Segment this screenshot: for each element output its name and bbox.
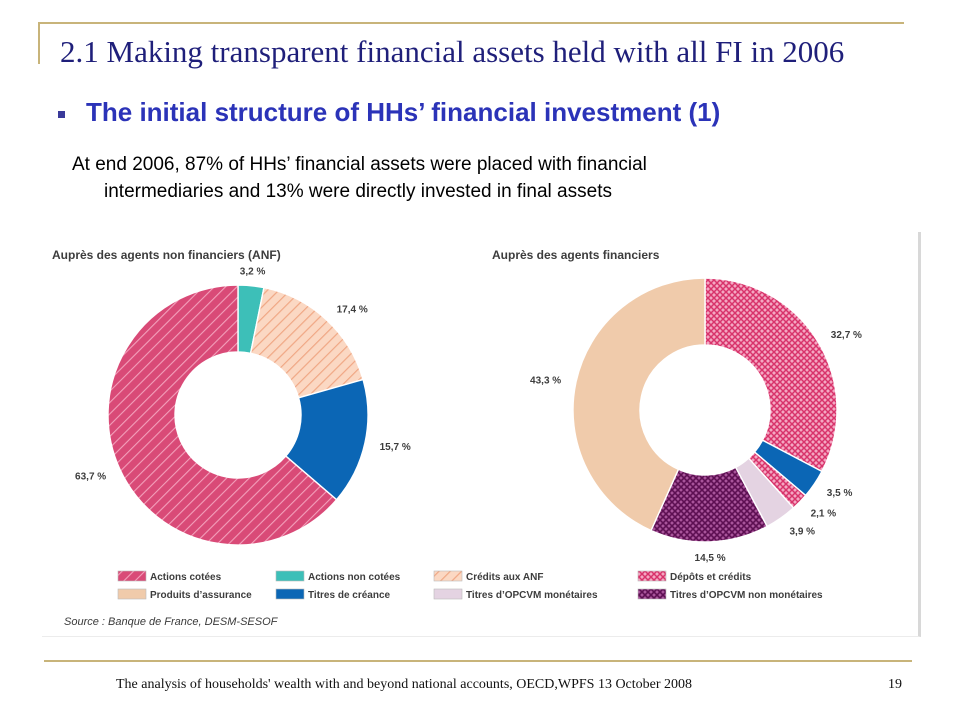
donut-charts-figure: Auprès des agents non financiers (ANF) 3,… — [52, 248, 862, 628]
legend-swatch — [637, 588, 667, 600]
footer-text: The analysis of households' wealth with … — [116, 677, 693, 692]
legend-item: Titres de créance — [275, 588, 391, 601]
donut-chart-2: Auprès des agents financiers 32,7 % 3,5 % 2… — [492, 248, 862, 564]
figure-panel: Auprès des agents non financiers (ANF) 3,… — [42, 232, 921, 637]
legend-item: Produits d’assurance — [117, 588, 252, 601]
slice-value-label: 63,7 % — [75, 472, 106, 483]
legend-swatch — [117, 588, 147, 600]
bottom-rule — [44, 660, 912, 662]
title-accent-rule — [38, 22, 40, 64]
legend-label: Titres d’OPCVM monétaires — [466, 590, 598, 601]
source-note: Source : Banque de France, DESM-SESOF — [64, 616, 279, 628]
slice-value-label: 15,7 % — [380, 442, 411, 453]
legend-item: Titres d’OPCVM monétaires — [433, 588, 598, 601]
legend-swatch — [117, 570, 147, 582]
legend: Actions cotées Actions non cotées Crédits … — [117, 570, 823, 601]
slice-value-label: 3,5 % — [827, 488, 853, 499]
legend-item: Dépôts et crédits — [637, 570, 752, 583]
legend-item: Actions non cotées — [275, 570, 401, 583]
legend-swatch — [637, 570, 667, 582]
legend-label: Dépôts et crédits — [670, 572, 752, 583]
slice-value-label: 3,2 % — [240, 267, 266, 278]
page-number: 19 — [888, 677, 902, 692]
donut-slice — [704, 277, 838, 473]
body-line-1: At end 2006, 87% of HHs’ financial asset… — [72, 154, 647, 175]
slice-value-label: 3,9 % — [790, 526, 816, 537]
legend-swatch — [433, 570, 463, 582]
legend-label: Titres d’OPCVM non monétaires — [670, 590, 823, 601]
legend-label: Crédits aux ANF — [466, 572, 543, 583]
chart-area: Auprès des agents non financiers (ANF) 3,… — [52, 248, 862, 564]
chart-title: Auprès des agents non financiers (ANF) — [52, 248, 281, 262]
donut-slice — [107, 284, 338, 546]
slice-value-label: 2,1 % — [811, 508, 837, 519]
legend-swatch — [275, 588, 305, 600]
legend-item: Titres d’OPCVM non monétaires — [637, 588, 823, 601]
slice-value-label: 43,3 % — [530, 375, 561, 386]
body-line-2: intermediaries and 13% were directly inv… — [104, 181, 612, 202]
bullet-icon — [58, 111, 65, 118]
slide-title: 2.1 Making transparent financial assets … — [60, 34, 845, 69]
legend-item: Actions cotées — [117, 570, 222, 583]
chart-title: Auprès des agents financiers — [492, 248, 660, 262]
slice-value-label: 32,7 % — [831, 330, 862, 341]
top-rule — [38, 22, 904, 24]
donut-slice — [572, 277, 706, 532]
legend-label: Actions non cotées — [308, 572, 401, 583]
legend-label: Titres de créance — [308, 590, 391, 601]
slice-value-label: 17,4 % — [337, 305, 368, 316]
slide-subtitle: The initial structure of HHs’ financial … — [86, 97, 721, 127]
slice-value-label: 14,5 % — [695, 553, 726, 564]
legend-swatch — [275, 570, 305, 582]
legend-label: Actions cotées — [150, 572, 222, 583]
donut-chart-1: Auprès des agents non financiers (ANF) 3,… — [52, 248, 411, 546]
body-text: At end 2006, 87% of HHs’ financial asset… — [72, 151, 852, 205]
legend-label: Produits d’assurance — [150, 590, 252, 601]
legend-swatch — [433, 588, 463, 600]
legend-item: Crédits aux ANF — [433, 570, 543, 583]
